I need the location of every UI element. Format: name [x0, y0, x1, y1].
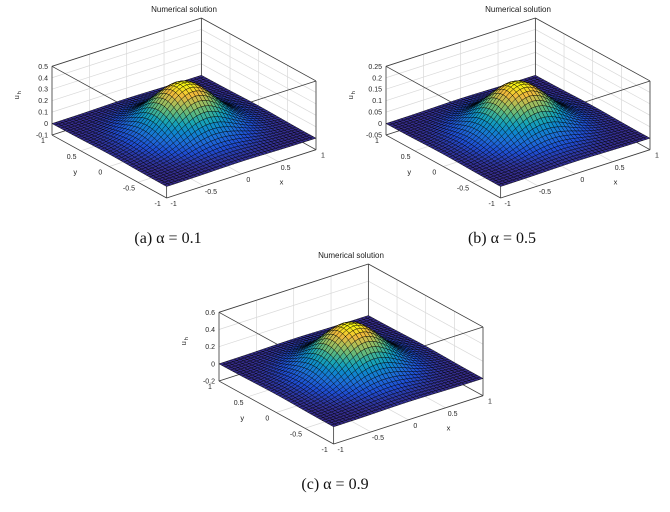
- figure-panel-b: (b) α = 0.5: [342, 3, 662, 248]
- figure-caption-b: (b) α = 0.5: [467, 230, 537, 247]
- figure-row-bottom: (c) α = 0.9: [0, 249, 670, 494]
- figure-panel-c: (c) α = 0.9: [175, 249, 495, 494]
- surface-plot-a: [8, 3, 328, 228]
- surface-plot-c: [175, 249, 495, 474]
- figure-caption-a: (a) α = 0.1: [134, 230, 202, 247]
- figure-caption-c: (c) α = 0.9: [301, 476, 369, 493]
- figure-row-top: (a) α = 0.1 (b) α = 0.5: [0, 3, 670, 248]
- surface-plot-b: [342, 3, 662, 228]
- figure-panel-a: (a) α = 0.1: [8, 3, 328, 248]
